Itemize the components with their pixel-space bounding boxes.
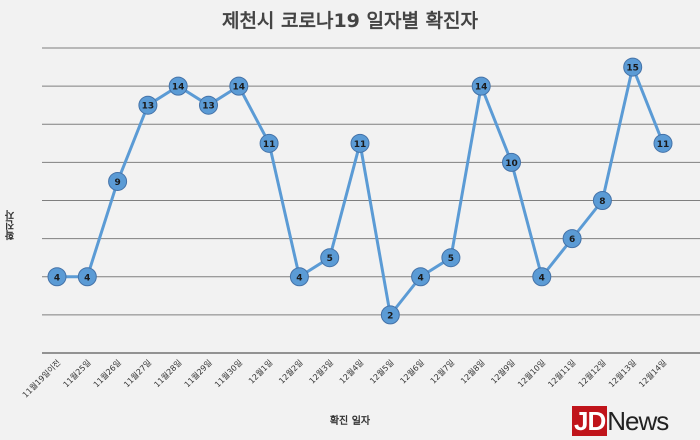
data-label: 13 — [142, 102, 155, 112]
x-tick-label: 11월25일 — [61, 357, 93, 389]
data-label: 2 — [387, 311, 393, 321]
data-label: 9 — [114, 178, 120, 188]
data-label: 4 — [539, 273, 545, 283]
data-label: 4 — [84, 273, 90, 283]
data-point — [47, 267, 67, 287]
data-label: 14 — [172, 83, 185, 93]
data-point — [229, 76, 249, 96]
data-label: 4 — [54, 273, 60, 283]
x-tick-label: 11월29일 — [182, 357, 214, 389]
data-point — [350, 133, 370, 153]
logo-jd: JD — [572, 406, 608, 436]
x-tick-label: 12월1일 — [246, 357, 274, 385]
jdnews-logo: JDNews — [572, 406, 669, 436]
data-point — [411, 267, 431, 287]
data-point — [532, 267, 552, 287]
logo-news: News — [607, 406, 669, 436]
x-tick-label: 11월27일 — [121, 357, 153, 389]
data-point — [502, 152, 521, 172]
data-label: 4 — [296, 273, 302, 283]
data-point — [653, 133, 673, 153]
data-point — [471, 76, 491, 96]
x-tick-label: 12월9일 — [489, 357, 517, 385]
data-point — [380, 305, 400, 325]
data-point — [289, 267, 309, 287]
data-label: 14 — [475, 83, 488, 93]
x-tick-label: 12월12일 — [576, 357, 608, 389]
data-label: 13 — [202, 102, 215, 112]
x-tick-label: 11월26일 — [91, 357, 123, 389]
x-tick-label: 12월7일 — [428, 357, 456, 385]
data-label: 6 — [569, 235, 575, 245]
x-axis-label: 확진 일자 — [329, 416, 371, 427]
data-label: 10 — [505, 159, 518, 169]
x-tick-label: 12월11일 — [546, 357, 578, 389]
data-label: 4 — [417, 273, 423, 283]
data-label: 11 — [263, 140, 276, 150]
x-tick-label: 12월10일 — [515, 357, 547, 389]
x-tick-label: 12월8일 — [458, 357, 486, 385]
x-tick-label: 11월28일 — [152, 357, 184, 389]
chart-title: 제천시 코로나19 일자별 확진자 — [221, 10, 479, 32]
data-point — [592, 191, 612, 210]
x-tick-label: 12월6일 — [398, 357, 426, 385]
x-tick-label: 12월4일 — [337, 357, 365, 385]
data-point — [441, 248, 461, 268]
data-point — [320, 248, 340, 268]
data-label: 14 — [233, 83, 246, 93]
x-tick-label: 12월2일 — [277, 357, 305, 385]
data-point — [138, 95, 158, 115]
data-label: 11 — [657, 140, 670, 150]
data-label: 11 — [354, 140, 367, 150]
x-tick-label: 11월19일이전 — [20, 357, 62, 399]
x-tick-label: 12월13일 — [606, 357, 638, 389]
x-tick-label: 12월14일 — [637, 357, 669, 389]
data-point — [562, 229, 582, 249]
x-tick-label: 12월5일 — [367, 357, 395, 385]
x-tick-label: 11월30일 — [212, 357, 244, 389]
data-point — [77, 267, 97, 287]
data-label: 15 — [626, 64, 639, 74]
data-point — [623, 57, 643, 77]
data-point — [199, 95, 218, 115]
data-label: 8 — [599, 197, 605, 207]
data-point — [168, 76, 188, 96]
data-label: 5 — [448, 254, 454, 264]
data-label: 5 — [327, 254, 333, 264]
data-point — [108, 171, 128, 191]
x-tick-label: 12월3일 — [307, 357, 335, 385]
data-point — [259, 133, 279, 153]
